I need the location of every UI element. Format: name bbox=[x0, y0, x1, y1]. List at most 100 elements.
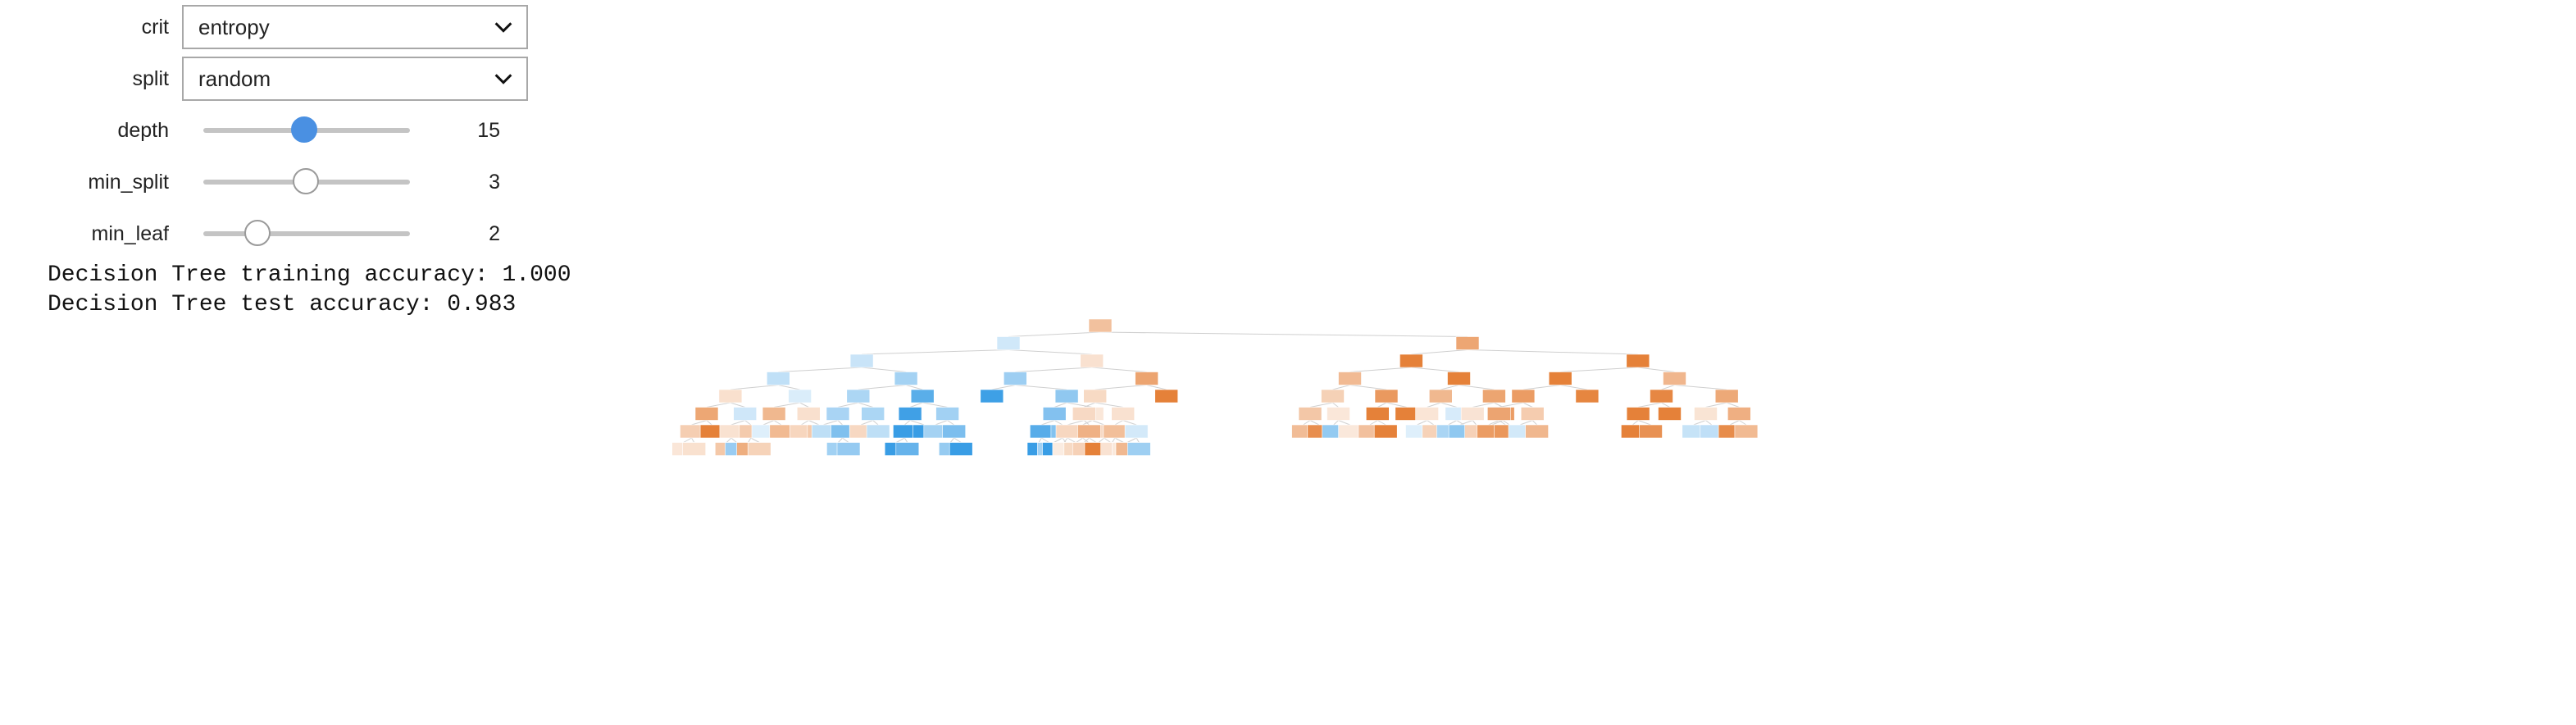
tree-edge bbox=[1705, 420, 1713, 426]
min-leaf-value: 2 bbox=[489, 221, 500, 245]
tree-edge bbox=[1386, 402, 1407, 408]
tree-edge bbox=[1427, 402, 1441, 408]
tree-edge bbox=[1502, 420, 1510, 426]
tree-node bbox=[1714, 389, 1739, 404]
tree-edge bbox=[858, 385, 907, 390]
tree-edge bbox=[1041, 420, 1055, 426]
tree-edge bbox=[778, 367, 862, 372]
tree-node bbox=[769, 424, 794, 439]
tree-edge bbox=[1015, 367, 1092, 372]
min-leaf-slider-track[interactable] bbox=[203, 231, 410, 236]
tree-edge bbox=[1114, 420, 1123, 426]
tree-edge bbox=[837, 402, 858, 408]
tree-edge bbox=[1041, 437, 1049, 443]
tree-node bbox=[1663, 372, 1686, 385]
tree-node bbox=[898, 407, 922, 421]
tree-edge bbox=[872, 420, 879, 426]
min-split-slider[interactable] bbox=[203, 166, 410, 198]
tree-node bbox=[1083, 389, 1107, 404]
tree-edge bbox=[842, 437, 849, 443]
depth-slider[interactable] bbox=[203, 114, 410, 147]
tree-edge bbox=[1531, 420, 1537, 426]
tree-node bbox=[949, 442, 973, 456]
min-split-row: min_split 3 bbox=[0, 158, 500, 206]
tree-edge bbox=[1522, 402, 1533, 408]
training-accuracy: Decision Tree training accuracy: 1.000 bbox=[48, 262, 571, 288]
tree-edge bbox=[1377, 402, 1387, 408]
tree-node bbox=[1650, 389, 1673, 404]
tree-edge bbox=[1054, 437, 1063, 443]
tree-edge bbox=[1632, 420, 1639, 426]
tree-edge bbox=[1112, 437, 1116, 443]
tree-edge bbox=[953, 437, 962, 443]
tree-node bbox=[1004, 372, 1027, 385]
test-accuracy: Decision Tree test accuracy: 0.983 bbox=[48, 292, 517, 317]
tree-node bbox=[1626, 407, 1650, 421]
split-row: split random bbox=[0, 55, 528, 103]
tree-edge bbox=[706, 420, 712, 426]
tree-edge bbox=[691, 437, 695, 443]
tree-node bbox=[1321, 389, 1345, 404]
tree-edge bbox=[730, 420, 745, 426]
tree-edge bbox=[1693, 420, 1706, 426]
tree-edges bbox=[683, 331, 1747, 443]
depth-label: depth bbox=[117, 118, 169, 142]
min-split-label: min_split bbox=[88, 170, 169, 194]
tree-node bbox=[1054, 389, 1079, 404]
tree-node bbox=[1111, 407, 1135, 421]
tree-node bbox=[762, 407, 786, 421]
tree-edge bbox=[1440, 402, 1457, 408]
tree-edge bbox=[726, 437, 732, 443]
depth-slider-handle[interactable] bbox=[291, 116, 317, 143]
tree-edge bbox=[1067, 420, 1085, 426]
tree-edge bbox=[1661, 402, 1670, 408]
chevron-down-icon bbox=[494, 22, 512, 33]
tree-node bbox=[1103, 424, 1127, 439]
crit-label: crit bbox=[141, 15, 169, 39]
tree-node bbox=[1124, 424, 1149, 439]
tree-edge bbox=[1522, 385, 1561, 390]
tree-edge bbox=[744, 420, 752, 426]
tree-edge bbox=[1095, 385, 1147, 390]
tree-node bbox=[1525, 424, 1549, 439]
tree-node bbox=[718, 389, 743, 404]
tree-node bbox=[894, 372, 918, 385]
depth-value: 15 bbox=[477, 118, 500, 142]
tree-edge bbox=[1472, 420, 1477, 426]
split-value: random bbox=[198, 66, 271, 91]
split-dropdown[interactable]: random bbox=[182, 57, 528, 101]
tree-edge bbox=[773, 402, 800, 408]
tree-edge bbox=[1091, 367, 1147, 372]
min-leaf-slider[interactable] bbox=[203, 217, 410, 250]
tree-edge bbox=[1126, 437, 1137, 443]
tree-node bbox=[1415, 407, 1439, 421]
min-leaf-slider-handle[interactable] bbox=[244, 220, 271, 246]
tree-edge bbox=[1467, 349, 1638, 355]
tree-edge bbox=[1038, 437, 1042, 443]
tree-edge bbox=[1083, 420, 1090, 426]
crit-dropdown[interactable]: entropy bbox=[182, 5, 528, 49]
tree-edge bbox=[1499, 420, 1506, 426]
tree-edge bbox=[904, 420, 911, 426]
min-split-slider-handle[interactable] bbox=[293, 168, 319, 194]
tree-edge bbox=[1560, 385, 1587, 390]
tree-edge bbox=[1674, 385, 1727, 390]
tree-edge bbox=[1472, 402, 1495, 408]
tree-edge bbox=[1054, 402, 1067, 408]
tree-edge bbox=[1067, 402, 1093, 408]
tree-edge bbox=[1417, 420, 1427, 426]
tree-edge bbox=[799, 402, 809, 408]
tree-edge bbox=[1661, 385, 1675, 390]
tree-edge bbox=[1146, 385, 1167, 390]
tree-node bbox=[1373, 424, 1398, 439]
tree-node bbox=[1400, 353, 1423, 368]
tree-edge bbox=[1739, 420, 1747, 426]
tree-edge bbox=[862, 349, 1008, 355]
tree-edge bbox=[1083, 437, 1090, 443]
tree-node bbox=[1327, 407, 1350, 421]
tree-edge bbox=[1303, 420, 1311, 426]
tree-node bbox=[1460, 407, 1485, 421]
tree-node bbox=[682, 442, 707, 456]
tree-edge bbox=[1638, 402, 1662, 408]
tree-edge bbox=[730, 402, 745, 408]
